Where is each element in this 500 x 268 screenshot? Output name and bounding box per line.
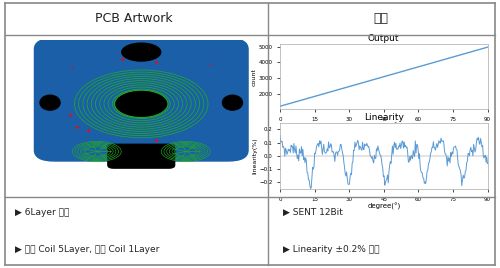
Title: Linearity: Linearity [364,113,404,122]
Text: 출력: 출력 [374,12,389,25]
Y-axis label: count: count [252,68,257,86]
FancyBboxPatch shape [108,144,174,168]
Ellipse shape [40,95,60,110]
X-axis label: degree(°): degree(°) [367,203,400,210]
Title: Output: Output [368,35,400,43]
Ellipse shape [222,95,242,110]
Ellipse shape [114,90,168,118]
Text: ▶ SENT 12Bit: ▶ SENT 12Bit [282,208,343,217]
Text: PCB Artwork: PCB Artwork [95,12,172,25]
FancyBboxPatch shape [34,38,248,161]
X-axis label: degree(°): degree(°) [367,123,400,131]
Text: ▶ Linearity ±0.2% 이내: ▶ Linearity ±0.2% 이내 [282,245,379,254]
Text: ▶ 6Layer 설계: ▶ 6Layer 설계 [15,208,70,217]
Ellipse shape [122,43,160,61]
Y-axis label: linearity(%): linearity(%) [252,137,258,174]
Text: ▶ 발진 Coil 5Layer, 수신 Coil 1Layer: ▶ 발진 Coil 5Layer, 수신 Coil 1Layer [15,245,160,254]
